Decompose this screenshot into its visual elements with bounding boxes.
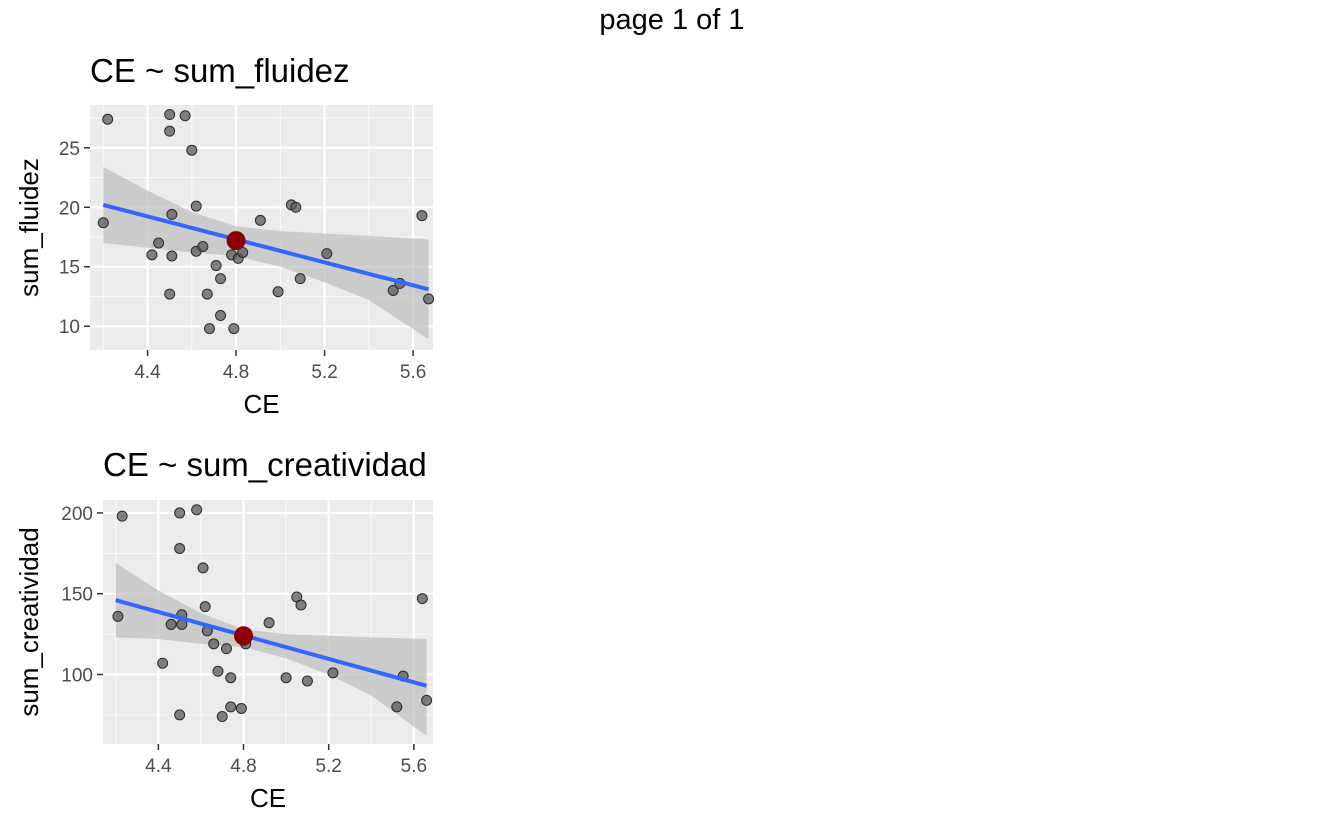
data-point <box>146 249 158 261</box>
data-point <box>165 618 177 630</box>
x-tick-label: 4.4 <box>145 756 172 777</box>
x-tick-label: 5.2 <box>315 756 341 777</box>
x-axis-title: CE <box>243 389 279 419</box>
data-point <box>164 288 176 300</box>
y-tick-label: 150 <box>61 585 93 606</box>
data-point <box>290 201 302 213</box>
data-point <box>186 144 198 156</box>
y-tick-label: 15 <box>59 258 80 279</box>
data-point <box>263 617 275 629</box>
data-point <box>191 504 203 516</box>
data-point <box>201 288 213 300</box>
data-point <box>174 709 186 721</box>
data-point <box>197 562 209 574</box>
data-point <box>295 599 307 611</box>
data-point <box>220 643 232 655</box>
data-point <box>190 200 202 212</box>
data-point <box>235 702 247 714</box>
data-point <box>210 260 222 272</box>
data-point <box>212 665 224 677</box>
data-point <box>421 694 433 706</box>
x-tick-label: 4.8 <box>230 756 256 777</box>
y-tick-label: 20 <box>59 198 80 219</box>
data-point <box>157 657 169 669</box>
data-point <box>225 672 237 684</box>
data-point <box>153 237 165 249</box>
regression-line <box>115 598 428 688</box>
confidence-band <box>115 563 427 736</box>
data-point <box>280 672 292 684</box>
page-label: page 1 of 1 <box>599 4 745 36</box>
data-point <box>97 217 109 229</box>
data-point <box>197 241 209 253</box>
data-point <box>179 110 191 122</box>
chart-fluidez: 4.4 4.8 5.2 5.6 10 15 20 25 CE ~ sum_fluidez CE su… <box>14 52 435 419</box>
y-tick-label: 200 <box>61 504 93 525</box>
y-axis-title: sum_fluidez <box>14 158 44 297</box>
confidence-band <box>103 166 429 340</box>
data-point <box>254 214 266 226</box>
highlight-point <box>234 626 254 646</box>
data-point <box>203 323 215 335</box>
chart-title: CE ~ sum_fluidez <box>90 52 350 89</box>
data-point <box>294 273 306 285</box>
chart-creatividad: 4.4 4.8 5.2 5.6 100 150 200 CE ~ sum_creativida… <box>14 446 433 813</box>
data-point <box>272 286 284 298</box>
chart-title: CE ~ sum_creatividad <box>103 446 427 483</box>
y-tick-label: 25 <box>59 139 80 160</box>
data-point <box>199 601 211 613</box>
data-point <box>423 293 435 305</box>
data-point <box>321 248 333 260</box>
highlight-point <box>226 231 246 251</box>
data-point <box>215 310 227 322</box>
data-point <box>416 210 428 222</box>
data-point <box>391 701 403 713</box>
data-point <box>208 638 220 650</box>
data-point <box>228 323 240 335</box>
data-point <box>166 208 178 220</box>
x-tick-label: 5.2 <box>311 362 337 383</box>
data-point <box>225 701 237 713</box>
data-point <box>174 542 186 554</box>
data-point <box>215 273 227 285</box>
x-tick-label: 4.8 <box>223 362 249 383</box>
x-axis-title: CE <box>250 783 286 813</box>
data-point <box>327 667 339 679</box>
data-point <box>102 113 114 125</box>
data-point <box>237 246 249 258</box>
data-point <box>112 610 124 622</box>
x-tick-label: 4.4 <box>134 362 161 383</box>
x-tick-label: 5.6 <box>401 756 427 777</box>
data-point <box>387 285 399 297</box>
data-point <box>166 250 178 262</box>
data-point <box>164 109 176 121</box>
data-point <box>116 510 128 522</box>
data-point <box>174 507 186 519</box>
data-point <box>301 675 313 687</box>
x-tick-label: 5.6 <box>400 362 426 383</box>
data-point <box>216 711 228 723</box>
y-axis-title: sum_creatividad <box>14 527 44 716</box>
y-tick-label: 100 <box>61 666 93 687</box>
data-point <box>164 125 176 137</box>
y-tick-label: 10 <box>59 317 80 338</box>
regression-line <box>102 202 430 292</box>
data-point <box>416 593 428 605</box>
